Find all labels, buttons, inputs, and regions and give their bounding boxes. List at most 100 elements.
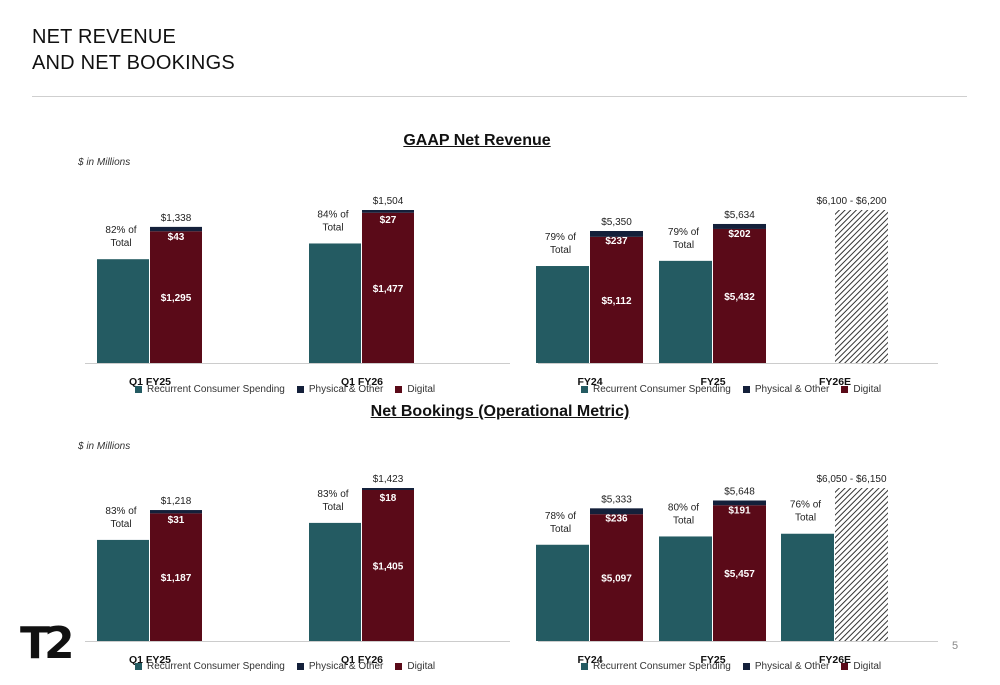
legend-item-digital: Digital — [841, 661, 881, 672]
recurrent-share-label: 79% of — [668, 227, 699, 238]
data-label-digital: $1,405 — [373, 561, 404, 572]
outlook-bar — [835, 210, 888, 363]
recurrent-share-label-total: Total — [673, 515, 694, 526]
recurrent-share-label-total: Total — [110, 238, 131, 249]
total-label: $5,634 — [724, 210, 755, 221]
total-label: $6,050 - $6,150 — [816, 474, 886, 485]
category-label: FY26E — [819, 376, 851, 388]
bar-recurrent — [97, 539, 149, 641]
bar-digital — [713, 505, 766, 641]
bar-recurrent — [309, 243, 361, 363]
chart-bookings-annual: FY24 $5,097 $236 $5,333 78% of Total FY25 $5,45… — [536, 438, 938, 666]
recurrent-share-label: 76% of — [790, 500, 821, 511]
recurrent-share-label-total: Total — [550, 245, 571, 256]
legend-swatch-physical — [296, 663, 304, 670]
legend-bookings-annual: Recurrent Consumer Spending Physical & O… — [581, 661, 881, 672]
recurrent-share-label: 79% of — [545, 232, 576, 243]
section-title-gaap: GAAP Net Revenue — [403, 132, 551, 149]
data-label-digital: $1,477 — [373, 284, 404, 295]
recurrent-share-label-total: Total — [550, 524, 571, 535]
page-number: 5 — [952, 640, 959, 652]
total-label: $6,100 - $6,200 — [816, 196, 886, 207]
legend-item-physical: Physical & Other — [742, 384, 830, 395]
category-label: Q1 FY26 — [341, 654, 383, 666]
legend-label-recurrent: Recurrent Consumer Spending — [593, 384, 731, 395]
legend-label-digital: Digital — [407, 384, 436, 395]
data-label-digital: $5,112 — [601, 296, 631, 307]
total-label: $5,333 — [601, 494, 632, 505]
data-label-physical: $202 — [728, 229, 751, 240]
legend-swatch-recurrent — [135, 386, 142, 393]
legend-item-physical: Physical & Other — [742, 661, 829, 672]
data-label-digital: $1,295 — [161, 293, 192, 304]
bar-digital — [362, 212, 414, 363]
total-label: $1,218 — [161, 496, 192, 507]
data-label-physical: $27 — [380, 215, 397, 226]
legend-swatch-physical — [296, 386, 304, 393]
units-note-gaap: $ in Millions — [78, 157, 131, 168]
legend-label-digital: Digital — [853, 661, 882, 672]
recurrent-share-label: 84% of — [317, 209, 348, 220]
bar-physical — [713, 223, 766, 229]
data-label-digital: $5,097 — [601, 574, 632, 585]
legend-label-recurrent: Recurrent Consumer Spending — [593, 661, 731, 672]
bar-recurrent — [659, 260, 712, 363]
data-label-physical: $31 — [168, 515, 185, 526]
legend-item-recurrent: Recurrent Consumer Spending — [135, 384, 285, 395]
section-title-bookings: Net Bookings (Operational Metric) — [370, 403, 630, 420]
legend-label-physical: Physical & Other — [308, 384, 384, 395]
bar-physical — [150, 226, 202, 232]
legend-item-recurrent: Recurrent Consumer Spending — [581, 384, 731, 395]
legend-label-digital: Digital — [853, 384, 882, 395]
total-label: $1,423 — [373, 474, 404, 485]
legend-bookings-quarterly: Recurrent Consumer Spending Physical & O… — [135, 661, 435, 672]
chart-gaap-annual: FY24 $5,112 $237 $5,350 79% of Total FY25 $5,43… — [536, 160, 938, 388]
data-label-physical: $236 — [605, 513, 628, 524]
legend-gaap-annual: Recurrent Consumer Spending Physical & O… — [581, 384, 881, 395]
legend-swatch-digital — [395, 386, 403, 393]
bar-recurrent — [781, 533, 834, 641]
bar-digital — [150, 231, 202, 363]
legend-swatch-recurrent — [581, 386, 588, 393]
bar-physical — [362, 210, 414, 213]
legend-swatch-physical — [742, 663, 750, 670]
legend-swatch-digital — [395, 663, 403, 670]
legend-item-digital: Digital — [841, 384, 881, 395]
total-label: $1,338 — [161, 213, 192, 224]
bar-digital — [362, 489, 414, 641]
category-label: Q1 FY26 — [341, 376, 383, 388]
bar-recurrent — [536, 544, 589, 641]
bar-digital — [150, 513, 202, 641]
category-label: FY25 — [700, 654, 725, 666]
total-label: $1,504 — [373, 196, 404, 207]
legend-swatch-recurrent — [581, 663, 588, 670]
bar-physical — [713, 500, 766, 506]
legend-label-digital: Digital — [407, 661, 436, 672]
recurrent-share-label: 80% of — [668, 502, 699, 513]
page-title-line2: AND NET BOOKINGS — [32, 52, 235, 74]
bar-physical — [590, 231, 643, 237]
units-note-bookings: $ in Millions — [78, 441, 131, 452]
recurrent-share-label: 83% of — [105, 506, 136, 517]
legend-swatch-recurrent — [135, 663, 142, 670]
recurrent-share-label-total: Total — [322, 222, 343, 233]
legend-item-physical: Physical & Other — [296, 384, 384, 395]
bar-physical — [590, 508, 643, 515]
recurrent-share-label-total: Total — [322, 502, 343, 513]
legend-item-physical: Physical & Other — [296, 661, 384, 672]
legend-label-physical: Physical & Other — [308, 661, 384, 672]
page-title: NET REVENUE AND NET BOOKINGS — [32, 24, 235, 76]
data-label-physical: $191 — [728, 505, 751, 516]
data-label-physical: $237 — [605, 236, 628, 247]
recurrent-share-label: 83% of — [317, 489, 348, 500]
recurrent-share-label-total: Total — [795, 513, 816, 524]
legend-item-digital: Digital — [395, 384, 435, 395]
bar-digital — [590, 514, 643, 641]
legend-swatch-digital — [841, 386, 849, 393]
legend-label-physical: Physical & Other — [754, 384, 830, 395]
legend-item-digital: Digital — [395, 661, 435, 672]
legend-label-recurrent: Recurrent Consumer Spending — [147, 661, 285, 672]
data-label-physical: $43 — [168, 232, 185, 243]
data-label-physical: $18 — [380, 493, 397, 504]
category-label: Q1 FY25 — [129, 376, 171, 388]
